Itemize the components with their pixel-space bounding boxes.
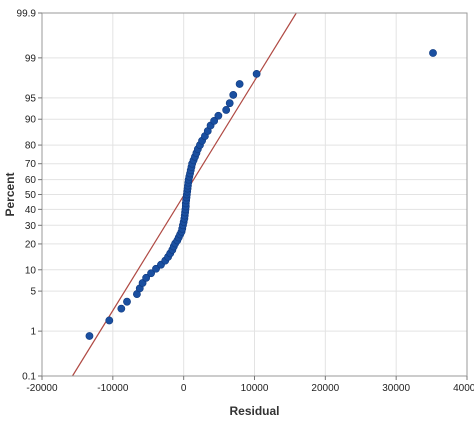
- data-points: [85, 49, 437, 340]
- x-tick-label: 30000: [382, 383, 410, 394]
- y-tick-label: 40: [25, 205, 37, 216]
- x-tick-label: -20000: [26, 383, 58, 394]
- y-tick-label: 90: [25, 115, 37, 126]
- x-tick-label: 10000: [241, 383, 269, 394]
- data-point: [210, 116, 219, 125]
- data-point: [225, 99, 234, 108]
- y-tick-label: 0.1: [22, 372, 36, 383]
- y-tick-label: 70: [25, 159, 37, 170]
- data-point: [222, 106, 231, 114]
- y-tick-label: 99: [25, 53, 37, 64]
- data-point: [229, 91, 238, 99]
- data-point: [235, 80, 244, 88]
- y-axis-title: Percent: [3, 172, 17, 216]
- y-tick-label: 95: [25, 93, 37, 104]
- x-tick-label: 0: [181, 383, 187, 394]
- data-point: [252, 69, 261, 78]
- data-point: [123, 297, 131, 306]
- data-point: [117, 304, 126, 313]
- x-tick-label: 20000: [311, 383, 339, 394]
- y-tick-label: 30: [25, 221, 37, 232]
- y-axis-ticks: 0.1 1 5 10 20 30 40 50 60 70 80 90 95 99 99.9: [17, 9, 42, 383]
- y-tick-label: 60: [25, 175, 37, 186]
- y-tick-label: 80: [25, 141, 37, 152]
- y-tick-label: 1: [30, 327, 36, 338]
- data-point: [214, 111, 223, 120]
- data-point: [142, 273, 151, 282]
- data-point: [147, 269, 155, 278]
- y-tick-label: 99.9: [17, 9, 37, 20]
- x-tick-label: -10000: [97, 383, 129, 394]
- y-tick-label: 50: [25, 190, 37, 201]
- data-point: [429, 49, 437, 57]
- x-axis-title: Residual: [229, 404, 279, 418]
- y-tick-label: 5: [30, 287, 36, 298]
- data-point: [85, 332, 94, 340]
- y-tick-label: 20: [25, 239, 37, 250]
- y-tick-label: 10: [25, 265, 37, 276]
- data-point: [105, 316, 114, 325]
